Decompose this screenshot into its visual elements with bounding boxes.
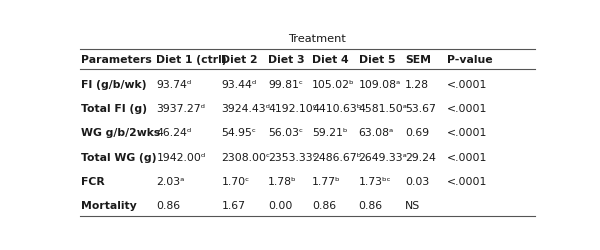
Text: FCR: FCR: [81, 176, 105, 186]
Text: 46.24ᵈ: 46.24ᵈ: [157, 128, 191, 138]
Text: 0.86: 0.86: [312, 200, 336, 210]
Text: Mortality: Mortality: [81, 200, 137, 210]
Text: Diet 3: Diet 3: [268, 55, 305, 65]
Text: 0.00: 0.00: [268, 200, 292, 210]
Text: 1.73ᵇᶜ: 1.73ᵇᶜ: [359, 176, 391, 186]
Text: 1.78ᵇ: 1.78ᵇ: [268, 176, 296, 186]
Text: Diet 2: Diet 2: [221, 55, 258, 65]
Text: 3937.27ᵈ: 3937.27ᵈ: [157, 104, 205, 114]
Text: P-value: P-value: [447, 55, 493, 65]
Text: 54.95ᶜ: 54.95ᶜ: [221, 128, 256, 138]
Text: Diet 4: Diet 4: [312, 55, 349, 65]
Text: 4410.63ᵇ: 4410.63ᵇ: [312, 104, 362, 114]
Text: 0.69: 0.69: [405, 128, 429, 138]
Text: 59.21ᵇ: 59.21ᵇ: [312, 128, 347, 138]
Text: 56.03ᶜ: 56.03ᶜ: [268, 128, 303, 138]
Text: <.0001: <.0001: [447, 79, 487, 89]
Text: 93.44ᵈ: 93.44ᵈ: [221, 79, 257, 89]
Text: <.0001: <.0001: [447, 104, 487, 114]
Text: WG g/b/2wks: WG g/b/2wks: [81, 128, 160, 138]
Text: 0.86: 0.86: [359, 200, 383, 210]
Text: 63.08ᵃ: 63.08ᵃ: [359, 128, 394, 138]
Text: 109.08ᵃ: 109.08ᵃ: [359, 79, 401, 89]
Text: 4581.50ᵃ: 4581.50ᵃ: [359, 104, 407, 114]
Text: 2.03ᵃ: 2.03ᵃ: [157, 176, 185, 186]
Text: <.0001: <.0001: [447, 128, 487, 138]
Text: 1942.00ᵈ: 1942.00ᵈ: [157, 152, 206, 162]
Text: 93.74ᵈ: 93.74ᵈ: [157, 79, 191, 89]
Text: <.0001: <.0001: [447, 152, 487, 162]
Text: NS: NS: [405, 200, 421, 210]
Text: Parameters: Parameters: [81, 55, 152, 65]
Text: Diet 5: Diet 5: [359, 55, 395, 65]
Text: 1.67: 1.67: [221, 200, 245, 210]
Text: Total WG (g): Total WG (g): [81, 152, 157, 162]
Text: 3924.43ᵈ: 3924.43ᵈ: [221, 104, 271, 114]
Text: Treatment: Treatment: [288, 34, 346, 44]
Text: 1.77ᵇ: 1.77ᵇ: [312, 176, 341, 186]
Text: 1.70ᶜ: 1.70ᶜ: [221, 176, 250, 186]
Text: 2486.67ᵇ: 2486.67ᵇ: [312, 152, 361, 162]
Text: 29.24: 29.24: [405, 152, 436, 162]
Text: 53.67: 53.67: [405, 104, 436, 114]
Text: Total FI (g): Total FI (g): [81, 104, 147, 114]
Text: <.0001: <.0001: [447, 176, 487, 186]
Text: 0.03: 0.03: [405, 176, 430, 186]
Text: 0.86: 0.86: [157, 200, 181, 210]
Text: 2649.33ᵃ: 2649.33ᵃ: [359, 152, 407, 162]
Text: FI (g/b/wk): FI (g/b/wk): [81, 79, 146, 89]
Text: 99.81ᶜ: 99.81ᶜ: [268, 79, 303, 89]
Text: 4192.10ᶜ: 4192.10ᶜ: [268, 104, 317, 114]
Text: 2353.33ᶜ: 2353.33ᶜ: [268, 152, 317, 162]
Text: 2308.00ᶜ: 2308.00ᶜ: [221, 152, 271, 162]
Text: SEM: SEM: [405, 55, 431, 65]
Text: 105.02ᵇ: 105.02ᵇ: [312, 79, 355, 89]
Text: 1.28: 1.28: [405, 79, 429, 89]
Text: Diet 1 (ctrl): Diet 1 (ctrl): [157, 55, 227, 65]
